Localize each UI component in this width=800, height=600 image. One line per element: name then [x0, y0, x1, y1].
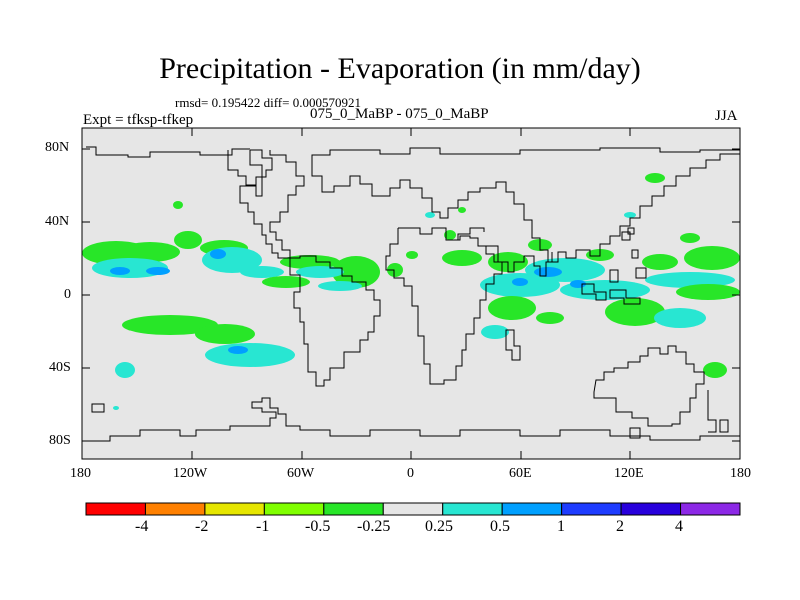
contour-green — [605, 298, 665, 326]
colorbar-box — [85, 502, 146, 516]
map-subtitle: 075_0_MaBP - 075_0_MaBP — [310, 106, 489, 122]
colorbar-box — [382, 502, 444, 516]
colorbar-box — [442, 502, 503, 516]
contour-green — [488, 296, 536, 320]
coast-eurasia — [311, 147, 740, 263]
contour-cyan — [624, 212, 636, 218]
contour-cyan — [296, 266, 344, 278]
coast-nz — [629, 390, 729, 439]
contour-green — [642, 254, 678, 270]
lon-label-60w: 60W — [287, 466, 315, 481]
contour-green — [332, 256, 380, 288]
contour-cyan — [115, 362, 135, 378]
contour-blue — [534, 267, 562, 277]
contour-cyan — [113, 406, 119, 410]
contour-cyan — [481, 325, 509, 339]
contour-blue — [110, 267, 130, 275]
coast-antarctica — [86, 397, 740, 442]
coast-australia — [593, 345, 705, 427]
contour-green — [536, 312, 564, 324]
lon-label-120w: 120W — [173, 466, 208, 481]
contour-green — [262, 276, 310, 288]
lat-label-80s: 80S — [49, 433, 71, 448]
colorbar-box — [323, 502, 384, 516]
colorbar-box — [680, 502, 741, 516]
contour-green — [458, 207, 466, 213]
experiment-label: Expt = tfksp-tfkep — [83, 112, 194, 128]
lon-label-180e: 180 — [730, 466, 751, 481]
colorbar-label: -0.25 — [357, 518, 391, 535]
colorbar-label: 2 — [616, 518, 624, 535]
map-title: Precipitation - Evaporation (in mm/day) — [159, 52, 641, 85]
contour-green — [387, 263, 403, 277]
colorbar-label: -2 — [195, 518, 209, 535]
contour-cyan — [205, 343, 295, 367]
lon-label-0: 0 — [407, 466, 414, 481]
contour-green — [645, 173, 665, 183]
coastlines — [86, 146, 740, 442]
contour-green — [703, 362, 727, 378]
contour-cyan — [645, 272, 735, 288]
contour-green — [195, 324, 255, 344]
lat-label-40n: 40N — [45, 214, 70, 229]
colorbar-label: -4 — [135, 518, 149, 535]
coast-africa — [385, 228, 503, 385]
colorbar-label: 0.25 — [425, 518, 453, 535]
colorbar-box — [204, 502, 265, 516]
colorbar-box — [561, 502, 622, 516]
contour-green — [406, 251, 418, 259]
coast-south-america — [289, 255, 381, 387]
lat-label-40s: 40S — [49, 360, 71, 375]
contour-cyan — [654, 308, 706, 328]
contour-blue — [512, 278, 528, 286]
coast-madagascar — [505, 329, 521, 361]
colorbar-box — [501, 502, 563, 516]
contour-green — [676, 284, 740, 300]
colorbar-label: 4 — [675, 518, 683, 535]
contour-green — [173, 201, 183, 209]
contour-green — [174, 231, 202, 249]
contour-green — [680, 233, 700, 243]
colorbar-box — [620, 502, 682, 516]
contour-fills — [82, 173, 740, 410]
coast-north-america — [239, 150, 305, 259]
lat-label-80n: 80N — [45, 140, 70, 155]
colorbar-label: -0.5 — [305, 518, 331, 535]
lat-label-0: 0 — [64, 287, 71, 302]
colorbar — [85, 502, 741, 516]
colorbar-label: 1 — [557, 518, 565, 535]
coast-arabia-india — [486, 245, 553, 277]
coast-arctic — [86, 146, 250, 158]
colorbar-label: 0.5 — [490, 518, 510, 535]
coast-japan — [621, 227, 639, 259]
contour-green — [684, 246, 740, 270]
axis-ticks — [82, 128, 740, 459]
lon-label-60e: 60E — [509, 466, 532, 481]
colorbar-box — [263, 502, 325, 516]
contour-green — [444, 230, 456, 240]
stats-text: rmsd= 0.195422 diff= 0.000570921 — [175, 95, 361, 110]
contour-cyan — [240, 266, 284, 278]
contour-cyan — [318, 281, 362, 291]
contour-green — [442, 250, 482, 266]
coast-se-asia — [581, 267, 647, 305]
contour-cyan — [425, 212, 435, 218]
contour-blue — [210, 249, 226, 259]
lon-label-120e: 120E — [614, 466, 644, 481]
colorbar-label: -1 — [256, 518, 270, 535]
coast-antarctic-island — [91, 403, 105, 413]
lon-label-180w: 180 — [70, 466, 91, 481]
colorbar-box — [144, 502, 206, 516]
contour-blue — [228, 346, 248, 354]
contour-green — [122, 315, 218, 335]
season-label: JJA — [715, 108, 738, 124]
contour-blue — [146, 267, 170, 275]
coast-greenland — [227, 149, 273, 186]
contour-green — [120, 242, 180, 262]
